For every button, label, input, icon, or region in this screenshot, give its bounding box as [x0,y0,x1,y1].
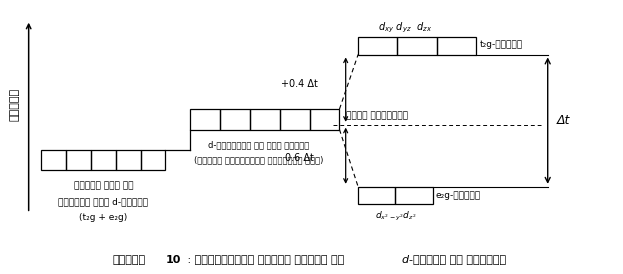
Text: +0.4 Δt: +0.4 Δt [280,79,318,89]
Text: Δt: Δt [557,114,571,127]
Bar [280,109,310,130]
Bar [66,150,91,170]
Text: 0.6 Δt: 0.6 Δt [285,153,313,164]
Bar [396,187,433,204]
Bar [310,109,340,130]
Text: : अष्टफलकीय संकुल यौगिक के: : अष्टफलकीय संकुल यौगिक के [184,255,348,265]
Text: 10: 10 [166,255,181,265]
Text: परमाणु में d-कक्षक: परमाणु में d-कक्षक [59,198,148,207]
Bar [141,150,166,170]
Bar [116,150,141,170]
Text: (t₂g + e₂g): (t₂g + e₂g) [79,213,127,222]
Text: ऊर्जा: ऊर्जा [9,88,19,121]
Text: e₂g-कक्षक: e₂g-कक्षक [436,191,481,200]
Text: चित्र: चित्र [113,255,146,265]
Bar [250,109,280,130]
Text: d$_{xy}$ d$_{yz}$  d$_{zx}$: d$_{xy}$ d$_{yz}$ d$_{zx}$ [378,20,432,35]
Text: बैरी केन्द्र: बैरी केन्द्र [346,112,407,121]
Text: d$_{x^2-y^2}$d$_{z^2}$: d$_{x^2-y^2}$d$_{z^2}$ [374,210,416,223]
Text: (सममित क्रिस्टल क्षेत्र में): (सममित क्रिस्टल क्षेत्र में) [194,155,323,164]
Text: मुक्त आयन या: मुक्त आयन या [74,181,133,190]
Bar [91,150,116,170]
Text: d: d [402,255,409,265]
Bar [437,37,476,55]
Bar [358,37,397,55]
Bar [397,37,437,55]
Bar [41,150,66,170]
Text: d-कक्षकों की औसत ऊर्जा: d-कक्षकों की औसत ऊर्जा [208,140,309,149]
Text: -कक्षक का विपाटन: -कक्षक का विपाटन [409,255,506,265]
Bar [358,187,396,204]
Bar [190,109,220,130]
Bar [220,109,250,130]
Text: t₂g-कक्षक: t₂g-कक्षक [479,40,523,49]
